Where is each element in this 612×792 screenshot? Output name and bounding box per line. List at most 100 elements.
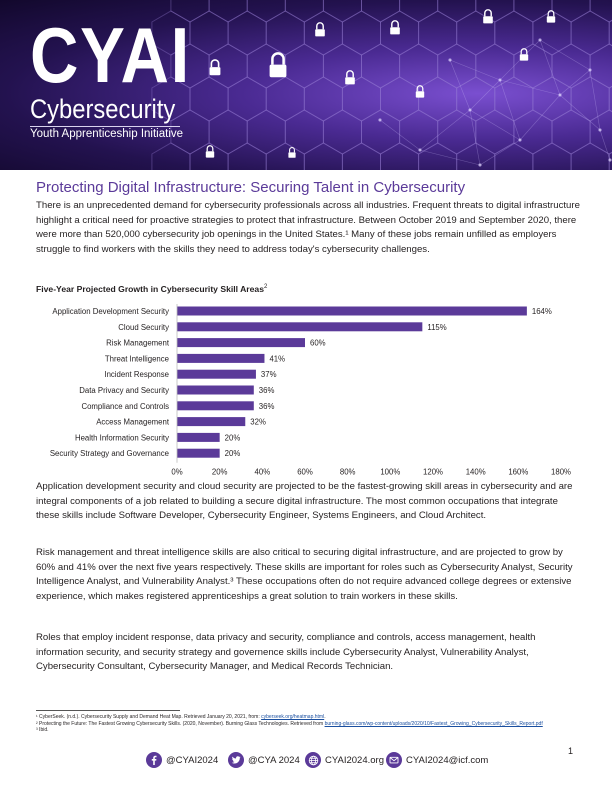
bar: [177, 338, 305, 348]
network-line: [469, 109, 521, 141]
hexagon-shape: [399, 0, 439, 23]
hexagon-shape: [322, 43, 362, 89]
network-line: [479, 139, 521, 166]
hexagon-shape: [589, 109, 612, 155]
globe-icon: [305, 752, 321, 768]
hexagon-shape: [265, 10, 305, 56]
padlock-icon: [315, 22, 325, 37]
x-tick-label: 140%: [466, 468, 486, 477]
category-label: Incident Response: [104, 370, 169, 379]
header-banner: CYAI Cybersecurity Youth Apprenticeship …: [0, 0, 612, 170]
category-label: Application Development Security: [52, 307, 169, 316]
footer-facebook-handle: @CYAI2024: [166, 754, 219, 766]
padlock-icon: [390, 20, 400, 35]
footer-website[interactable]: CYAI2024.org: [305, 750, 384, 770]
email-icon: [386, 752, 402, 768]
footer-twitter[interactable]: @CYA 2024: [228, 750, 300, 770]
hexagon-shape: [322, 109, 362, 155]
padlock-icon: [546, 10, 556, 23]
data-label: 20%: [225, 449, 241, 458]
footnote-2-link[interactable]: burning-glass.com/wp-content/uploads/202…: [324, 720, 543, 727]
category-label: Risk Management: [106, 339, 170, 348]
network-node: [498, 78, 502, 82]
category-label: Data Privacy and Security: [79, 386, 169, 395]
logo-sub: Cybersecurity: [30, 94, 176, 124]
bar: [177, 417, 246, 427]
x-tick-label: 120%: [423, 468, 443, 477]
padlock-icon: [415, 85, 425, 98]
footnote-2: ² Protecting the Future: The Fastest Gro…: [36, 721, 596, 728]
network-line: [499, 79, 561, 96]
hexagon-shape: [227, 142, 267, 170]
logo-main: CYAI: [30, 11, 191, 99]
data-label: 164%: [532, 307, 552, 316]
network-node: [598, 128, 602, 132]
hexagon-shape: [227, 10, 267, 56]
bar: [177, 385, 254, 395]
footer-twitter-handle: @CYA 2024: [248, 754, 300, 766]
hexagon-shape: [246, 0, 286, 23]
footnote-3: ³ Ibid.: [36, 727, 49, 734]
hexagon-shape: [475, 0, 515, 23]
hexagon-shape: [227, 76, 267, 122]
hexagon-shape: [437, 109, 477, 155]
network-node: [608, 158, 612, 162]
data-label: 60%: [310, 339, 326, 348]
hexagon-shape: [437, 0, 477, 23]
hexagon-shape: [532, 142, 572, 170]
network-line: [469, 79, 501, 111]
chart-title: Five-Year Projected Growth in Cybersecur…: [36, 284, 267, 294]
hexagon-shape: [399, 109, 439, 155]
logo-divider: [30, 126, 180, 127]
hexagon-shape: [303, 10, 343, 56]
hexagon-shape: [189, 10, 229, 56]
hexagon-shape: [380, 10, 420, 56]
footer-facebook[interactable]: @CYAI2024: [146, 750, 218, 770]
hexagon-shape: [494, 76, 534, 122]
network-line: [419, 109, 471, 151]
bar: [177, 322, 423, 332]
hexagon-shape: [322, 0, 362, 23]
hexagon-shape: [589, 0, 612, 23]
footnote-1-text: ¹ CyberSeek. (n.d.). Cybersecurity Suppl…: [36, 714, 262, 720]
hexagon-shape: [341, 10, 381, 56]
hexagon-shape: [418, 76, 458, 122]
network-line: [589, 69, 601, 131]
hexagon-shape: [570, 142, 610, 170]
page-number: 1: [568, 746, 574, 756]
article-title: Protecting Digital Infrastructure: Secur…: [36, 179, 466, 196]
footer-email[interactable]: CYAI2024@icf.com: [386, 750, 488, 770]
data-label: 32%: [250, 418, 266, 427]
hexagon-shape: [189, 142, 229, 170]
footnote-1-link[interactable]: cyberseek.org/heatmap.html: [261, 714, 325, 720]
hexagon-shape: [418, 10, 458, 56]
data-label: 36%: [259, 386, 275, 395]
network-line: [419, 149, 481, 166]
footnote-2-text: ² Protecting the Future: The Fastest Gro…: [36, 720, 325, 727]
hexagon-shape: [475, 109, 515, 155]
hexagon-shape: [246, 109, 286, 155]
network-line: [519, 94, 561, 141]
category-label: Threat Intelligence: [105, 354, 169, 363]
bar: [177, 432, 220, 442]
bar: [177, 401, 254, 411]
hexagon-shape: [418, 142, 458, 170]
x-tick-label: 60%: [297, 468, 313, 477]
padlock-icon: [519, 48, 529, 61]
hexagon-shape: [151, 10, 191, 56]
bar: [177, 353, 265, 363]
hexagon-network-background: [151, 0, 612, 170]
hexagon-shape: [303, 142, 343, 170]
padlock-icon: [209, 59, 221, 76]
x-tick-label: 80%: [340, 468, 356, 477]
network-node: [558, 93, 562, 97]
hexagon-shape: [570, 10, 610, 56]
paragraph-roles: Roles that employ incident response, dat…: [36, 632, 536, 673]
hexagon-shape: [608, 85, 612, 113]
hexagon-shape: [551, 43, 591, 89]
hexagon-shape: [151, 76, 191, 122]
hexagon-shape: [208, 109, 248, 155]
network-node: [418, 148, 422, 152]
x-tick-label: 20%: [212, 468, 228, 477]
hexagon-shape: [341, 76, 381, 122]
